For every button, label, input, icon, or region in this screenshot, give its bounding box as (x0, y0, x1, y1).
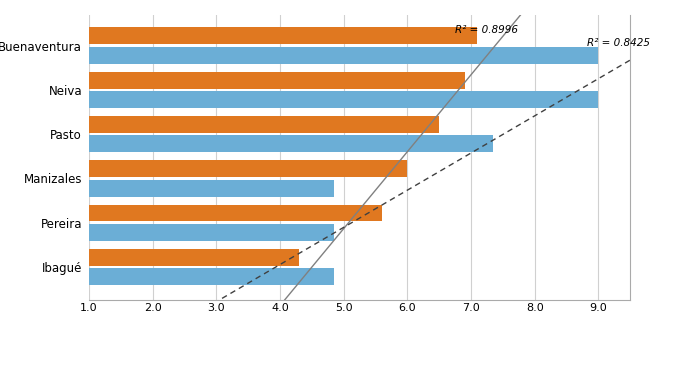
Text: R² = 0.8996: R² = 0.8996 (455, 25, 518, 35)
Text: R² = 0.8425: R² = 0.8425 (587, 38, 650, 48)
Bar (25, 160, 408, 177)
Bar (25, 268, 334, 285)
Bar (25, 27, 477, 44)
Bar (25, 224, 334, 241)
Bar (25, 135, 493, 152)
Bar (25, 91, 599, 108)
Bar (25, 47, 599, 64)
Bar (25, 116, 439, 133)
Bar (25, 180, 334, 197)
Bar (25, 205, 382, 221)
Bar (25, 249, 299, 266)
Bar (25, 72, 464, 89)
